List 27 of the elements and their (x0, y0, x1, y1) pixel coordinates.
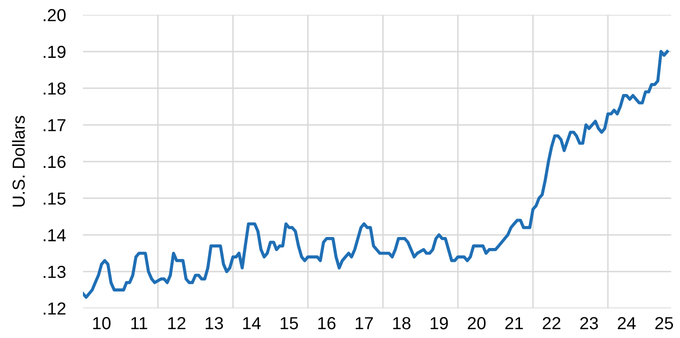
x-tick-label: 16 (318, 317, 336, 330)
x-tick-label: 23 (580, 317, 598, 330)
x-tick-label: 20 (468, 317, 486, 330)
y-tick-label: .13 (44, 266, 66, 278)
x-tick-label: 21 (505, 317, 523, 330)
y-tick-label: .14 (44, 229, 66, 242)
y-tick-label: .17 (44, 119, 66, 132)
y-axis-title: U.S. Dollars (12, 116, 25, 207)
x-tick-label: 15 (280, 317, 298, 330)
x-tick-label: 19 (430, 317, 448, 330)
x-tick-label: 18 (393, 317, 410, 330)
y-tick-label: .18 (44, 82, 66, 95)
line-series (82, 50, 669, 299)
x-tick-label: 13 (206, 317, 223, 330)
x-tick-label: 24 (618, 317, 636, 330)
x-tick-label: 17 (356, 317, 373, 330)
y-tick-label: .15 (44, 192, 66, 205)
y-tick-label: .16 (44, 156, 66, 168)
y-tick-label: .20 (44, 9, 66, 22)
x-tick-label: 12 (168, 317, 186, 330)
x-tick-label: 14 (243, 317, 261, 330)
x-tick-label: 10 (93, 317, 111, 330)
x-tick-label: 22 (542, 317, 560, 330)
x-tick-label: 25 (655, 317, 674, 330)
y-tick-label: .12 (44, 302, 66, 315)
x-tick-label: 11 (131, 317, 148, 330)
y-tick-label: .19 (44, 46, 66, 58)
